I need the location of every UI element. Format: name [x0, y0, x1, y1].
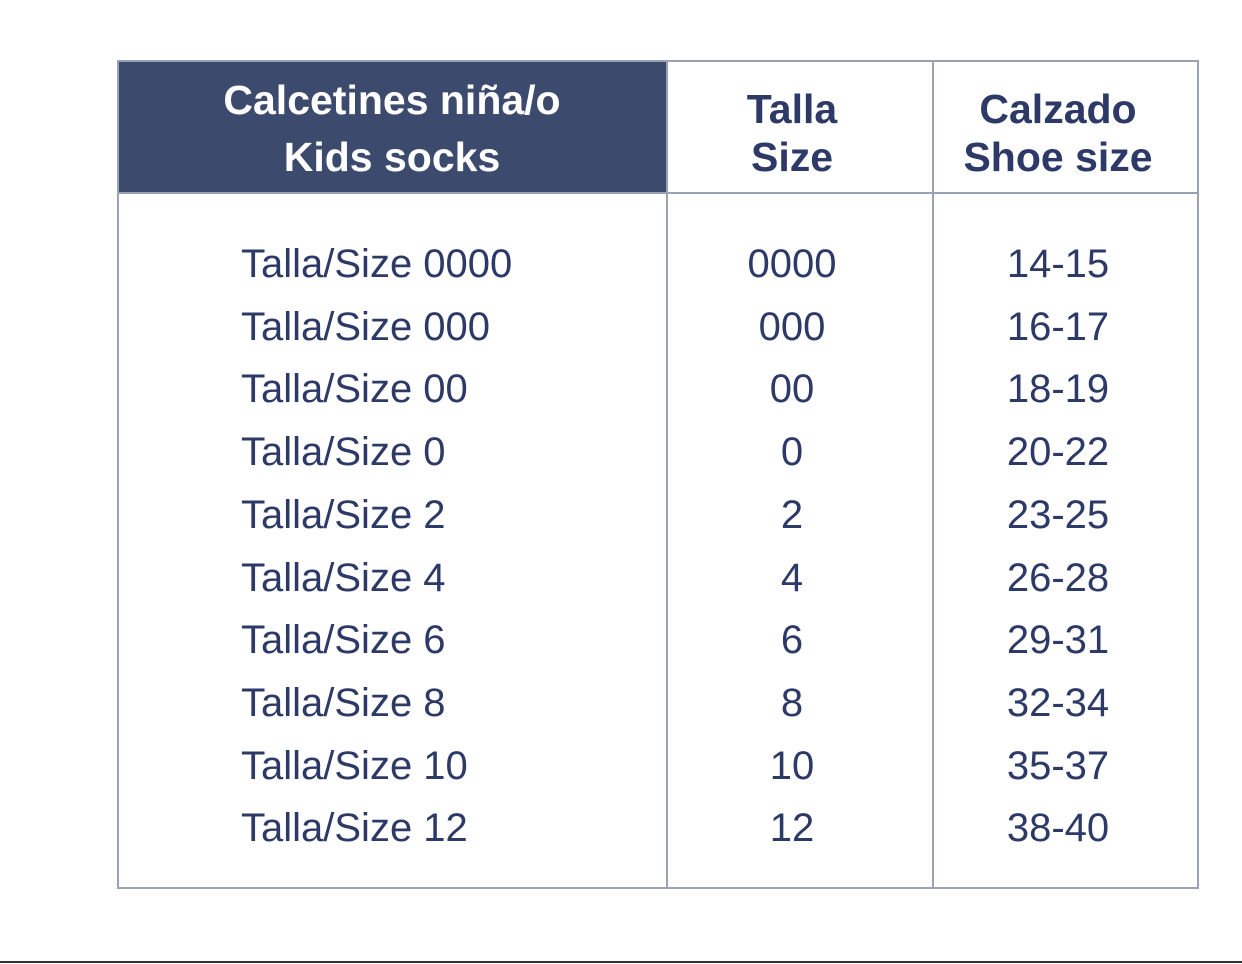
header-cell: Calzado [979, 86, 1137, 132]
table-cell: 38-40 [1006, 806, 1110, 851]
table-cell: 4 [780, 555, 804, 600]
table-cell: 00 [769, 367, 815, 412]
table-cell: 0 [780, 430, 804, 475]
header-cell: Talla [746, 86, 838, 132]
table-cell: 29-31 [1006, 618, 1110, 663]
table-cell: Talla/Size 12 [241, 806, 468, 851]
table-cell: 26-28 [1006, 555, 1110, 600]
table-cell: Talla/Size 10 [241, 743, 468, 788]
table-cell: 000 [758, 304, 826, 349]
table-cell: 32-34 [1006, 680, 1110, 725]
table-cell: 0000 [747, 242, 837, 286]
table-cell: 14-15 [1006, 242, 1110, 286]
table-cell: Talla/Size 00 [241, 367, 468, 412]
header-background [117, 60, 667, 193]
column-divider [666, 60, 668, 889]
table-cell: Talla/Size 2 [241, 492, 446, 537]
table-cell: 6 [780, 618, 804, 663]
table-frame [117, 60, 1199, 889]
header-cell: Calcetines niña/o [223, 77, 561, 123]
header-cell: Shoe size [963, 134, 1153, 180]
table-cell: Talla/Size 0000 [241, 242, 513, 286]
table-cell: Talla/Size 6 [241, 618, 446, 663]
table-cell: 2 [780, 492, 804, 537]
header-cell: Size [750, 134, 834, 180]
table-cell: Talla/Size 0 [241, 430, 446, 475]
table-cell: 12 [769, 806, 815, 851]
table-cell: 23-25 [1006, 492, 1110, 537]
bottom-rule [0, 961, 1242, 963]
table-cell: Talla/Size 4 [241, 555, 446, 600]
header-cell: Kids socks [283, 134, 501, 180]
header-divider [117, 192, 1199, 194]
table-cell: 35-37 [1006, 743, 1110, 788]
table-cell: Talla/Size 8 [241, 680, 446, 725]
table-cell: 8 [780, 680, 804, 725]
table-cell: 16-17 [1006, 304, 1110, 349]
table-cell: 18-19 [1006, 367, 1110, 412]
column-divider [932, 60, 934, 889]
table-cell: 10 [769, 743, 815, 788]
table-cell: Talla/Size 000 [241, 304, 491, 349]
table-cell: 20-22 [1006, 430, 1110, 475]
